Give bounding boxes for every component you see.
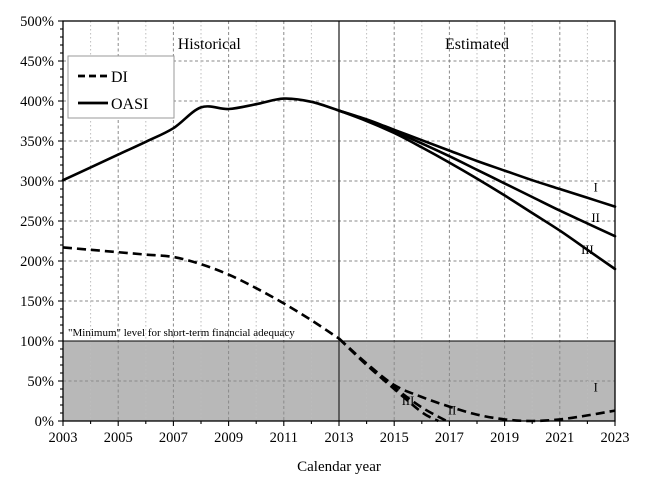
x-axis-tick-label: 2003 — [49, 430, 78, 446]
alternative-label-oasi-iii: III — [581, 243, 594, 257]
x-axis-tick-label: 2007 — [159, 430, 188, 446]
chart-legend: DI OASI — [67, 55, 175, 119]
x-axis-tick-label: 2013 — [325, 430, 354, 446]
series-oasi-historical — [61, 97, 341, 182]
period-label-historical: Historical — [178, 36, 242, 53]
x-axis-tick-label: 2017 — [435, 430, 464, 446]
legend-label-di: DI — [111, 69, 128, 86]
series-di-alternative-iii — [338, 337, 439, 423]
alternative-label-di-i: I — [594, 380, 598, 394]
alternative-label-oasi-ii: II — [592, 211, 600, 225]
x-axis-tick-label: 2015 — [380, 430, 409, 446]
x-axis-tick-label: 2009 — [214, 430, 243, 446]
series-di-historical — [62, 246, 340, 340]
x-axis-tick-label: 2011 — [270, 430, 298, 446]
x-axis-title: Calendar year — [297, 459, 381, 475]
y-axis-tick-label: 300% — [20, 174, 54, 190]
y-axis-tick-label: 100% — [20, 334, 54, 350]
y-axis-tick-label: 450% — [20, 54, 54, 70]
y-axis-tick-label: 150% — [20, 294, 54, 310]
y-axis-tick-label: 350% — [20, 134, 54, 150]
legend-box — [67, 55, 175, 119]
y-axis-tick-label: 0% — [35, 414, 54, 430]
minimum-level-annotation: "Minimum" level for short-term financial… — [68, 327, 295, 339]
x-axis-tick-label: 2023 — [601, 430, 630, 446]
alternative-label-oasi-i: I — [594, 180, 598, 194]
y-axis-tick-label: 500% — [20, 14, 54, 30]
legend-label-oasi: OASI — [111, 96, 148, 113]
alternative-label-di-ii: II — [448, 404, 456, 418]
x-axis-tick-label: 2021 — [545, 430, 574, 446]
y-axis-tick-label: 250% — [20, 214, 54, 230]
alternative-label-di-iii: III — [402, 394, 415, 408]
x-axis-tick-label: 2019 — [490, 430, 519, 446]
period-label-estimated: Estimated — [445, 36, 509, 53]
y-axis-tick-label: 400% — [20, 94, 54, 110]
x-axis-tick-label: 2005 — [104, 430, 133, 446]
series-oasi-alternative-iii — [337, 109, 617, 271]
y-axis-tick-label: 50% — [27, 374, 54, 390]
y-axis-tick-label: 200% — [20, 254, 54, 270]
